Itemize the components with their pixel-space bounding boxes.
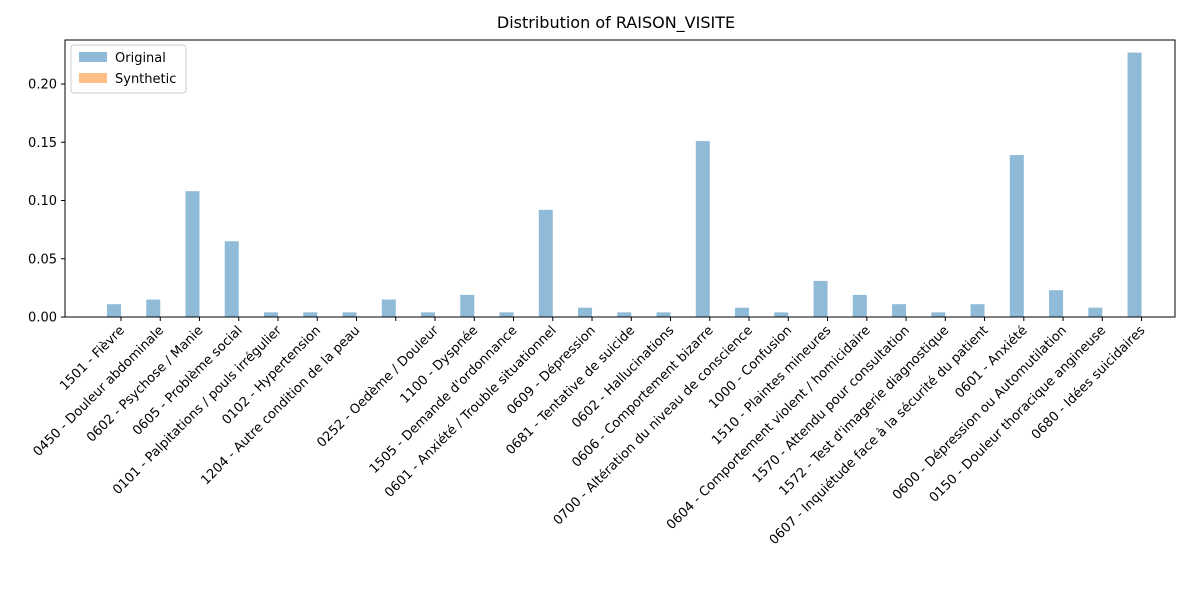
bar <box>578 307 593 317</box>
bar <box>970 304 985 317</box>
bar <box>1049 290 1064 317</box>
bar <box>185 191 200 317</box>
y-tick-label: 0.00 <box>28 311 57 326</box>
x-tick-label: 1505 - Demande d'ordonnance <box>367 323 521 477</box>
bar <box>931 312 946 317</box>
y-tick-label: 0.05 <box>28 252 57 267</box>
bar <box>1009 155 1024 317</box>
bar <box>421 312 436 317</box>
bar <box>146 299 161 317</box>
bar <box>107 304 121 317</box>
bar <box>695 141 710 317</box>
y-tick-label: 0.20 <box>28 78 57 93</box>
legend: Original Synthetic <box>70 44 187 94</box>
legend-swatch <box>79 73 107 83</box>
legend-label: Original <box>115 51 166 66</box>
bar <box>303 312 318 317</box>
bar <box>342 312 357 317</box>
bar <box>617 312 632 317</box>
y-tick-label: 0.15 <box>28 136 57 151</box>
chart-title: Distribution of RAISON_VISITE <box>497 13 735 33</box>
bar <box>813 280 828 317</box>
x-tick-label: 0606 - Comportement bizarre <box>569 323 716 470</box>
bar <box>656 312 671 317</box>
bar <box>852 294 867 317</box>
bar <box>538 209 553 317</box>
bar <box>735 307 750 317</box>
y-tick-label: 0.10 <box>28 194 57 209</box>
bar <box>1127 52 1142 317</box>
bar <box>774 312 789 317</box>
legend-swatch <box>79 52 107 62</box>
bar <box>264 312 279 317</box>
bar <box>224 241 239 317</box>
bar <box>460 294 475 317</box>
bar <box>381 299 396 317</box>
legend-label: Synthetic <box>115 72 176 87</box>
plot-frame <box>64 39 1176 318</box>
bar <box>1088 307 1103 317</box>
bar <box>892 304 907 317</box>
bar <box>499 312 514 317</box>
